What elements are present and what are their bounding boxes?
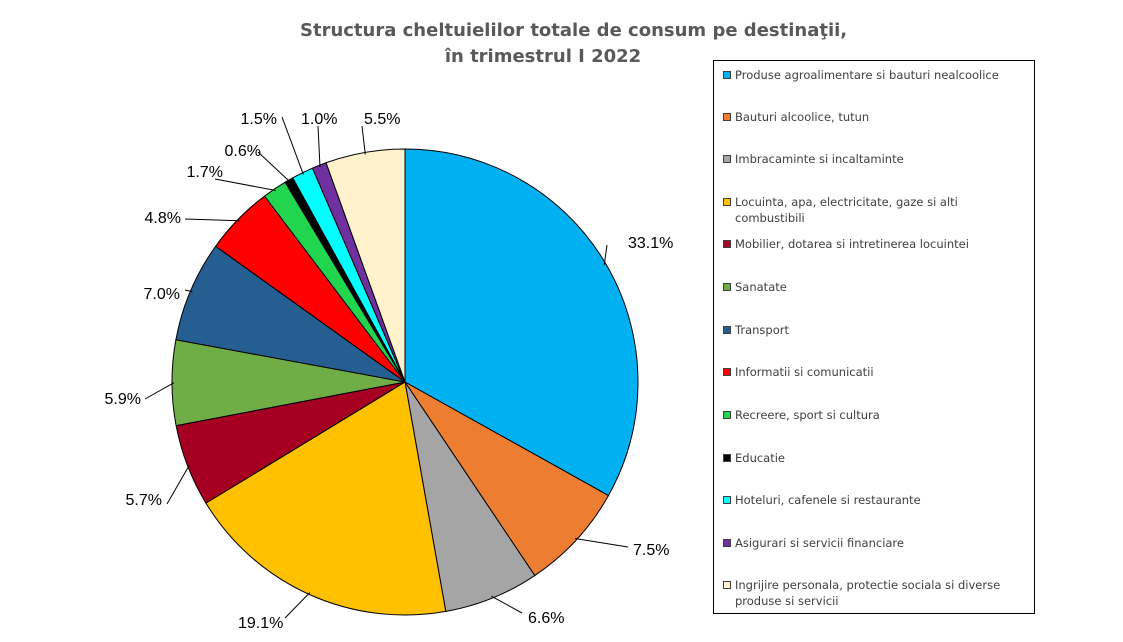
legend-label: Recreere, sport si cultura xyxy=(735,408,880,422)
leader-line xyxy=(317,125,321,168)
leader-line xyxy=(491,595,523,614)
legend-swatch xyxy=(723,71,731,79)
data-label: 5.5% xyxy=(364,111,400,128)
legend-item: Hoteluri, cafenele si restaurante xyxy=(723,492,1028,508)
leader-lines xyxy=(144,116,629,619)
pie-slice xyxy=(205,381,447,616)
leader-line xyxy=(166,464,190,505)
pie-slice xyxy=(404,148,639,497)
leader-line xyxy=(257,151,291,183)
legend-label: Locuinta, apa, electricitate, gaze si al… xyxy=(735,195,958,225)
legend-label: Hoteluri, cafenele si restaurante xyxy=(735,493,921,507)
legend-swatch xyxy=(723,454,731,462)
legend-item: Informatii si comunicatii xyxy=(723,364,1028,380)
legend-item: Ingrijire personala, protectie sociala s… xyxy=(723,577,1028,609)
legend-label: Asigurari si servicii financiare xyxy=(735,536,904,550)
legend-item: Asigurari si servicii financiare xyxy=(723,535,1028,551)
data-label: 0.6% xyxy=(225,143,261,160)
legend-item: Recreere, sport si cultura xyxy=(723,407,1028,423)
data-label: 5.9% xyxy=(105,391,141,408)
legend-swatch xyxy=(723,411,731,419)
legend: Produse agroalimentare si bauturi nealco… xyxy=(713,60,1035,614)
legend-item: Produse agroalimentare si bauturi nealco… xyxy=(723,67,1028,83)
legend-label: Sanatate xyxy=(735,280,787,294)
legend-label: Produse agroalimentare si bauturi nealco… xyxy=(735,68,999,82)
data-label: 7.5% xyxy=(633,542,669,559)
legend-swatch xyxy=(723,155,731,163)
legend-swatch xyxy=(723,496,731,504)
data-label: 33.1% xyxy=(628,235,673,252)
data-labels: 33.1% 7.5% 6.6% 19.1% 5.7% 5.9% 7.0% 4.8% 1.7%0.… xyxy=(105,111,674,632)
chart-title-line-2: în trimestrul I 2022 xyxy=(444,46,642,67)
pie-slice xyxy=(404,381,610,577)
legend-item: Bauturi alcoolice, tutun xyxy=(723,109,1028,125)
legend-label: Imbracaminte si incaltaminte xyxy=(735,152,904,166)
leader-line xyxy=(574,538,629,548)
data-label: 7.0% xyxy=(144,286,180,303)
leader-line xyxy=(184,289,193,293)
legend-swatch xyxy=(723,581,731,589)
legend-swatch xyxy=(723,368,731,376)
leader-line xyxy=(214,178,276,191)
legend-label: Transport xyxy=(735,323,789,337)
legend-item: Sanatate xyxy=(723,279,1028,295)
data-label: 1.5% xyxy=(241,111,277,128)
data-label: 4.8% xyxy=(145,210,181,227)
legend-swatch xyxy=(723,240,731,248)
legend-label: Educatie xyxy=(735,451,786,465)
legend-swatch xyxy=(723,326,731,334)
data-label: 1.0% xyxy=(301,111,337,128)
chart-title-line-1: Structura cheltuielilor totale de consum… xyxy=(300,20,848,41)
leader-line xyxy=(603,244,608,266)
legend-item: Locuinta, apa, electricitate, gaze si al… xyxy=(723,194,1028,226)
legend-item: Mobilier, dotarea si intretinerea locuin… xyxy=(723,236,1028,252)
legend-label: Ingrijire personala, protectie sociala s… xyxy=(735,578,1001,608)
chart-title: Structura cheltuielilor totale de consum… xyxy=(300,18,848,70)
legend-swatch xyxy=(723,198,731,206)
leader-line xyxy=(144,382,175,400)
data-label: 1.7% xyxy=(187,164,223,181)
leader-line xyxy=(284,592,311,619)
legend-item: Imbracaminte si incaltaminte xyxy=(723,151,1028,167)
legend-label: Mobilier, dotarea si intretinerea locuin… xyxy=(735,237,969,251)
data-label: 6.6% xyxy=(528,610,564,627)
legend-swatch xyxy=(723,539,731,547)
legend-swatch xyxy=(723,283,731,291)
legend-label: Bauturi alcoolice, tutun xyxy=(735,110,870,124)
leader-line xyxy=(184,218,240,222)
legend-item: Educatie xyxy=(723,450,1028,466)
leader-line xyxy=(281,116,304,175)
pie-slices xyxy=(171,148,639,616)
leader-line xyxy=(361,125,366,155)
legend-swatch xyxy=(723,113,731,121)
data-label: 5.7% xyxy=(126,492,162,509)
legend-label: Informatii si comunicatii xyxy=(735,365,874,379)
legend-item: Transport xyxy=(723,322,1028,338)
pie-chart: 33.1% 7.5% 6.6% 19.1% 5.7% 5.9% 7.0% 4.8% 1.7%0.… xyxy=(105,111,674,632)
data-label: 19.1% xyxy=(238,615,283,632)
